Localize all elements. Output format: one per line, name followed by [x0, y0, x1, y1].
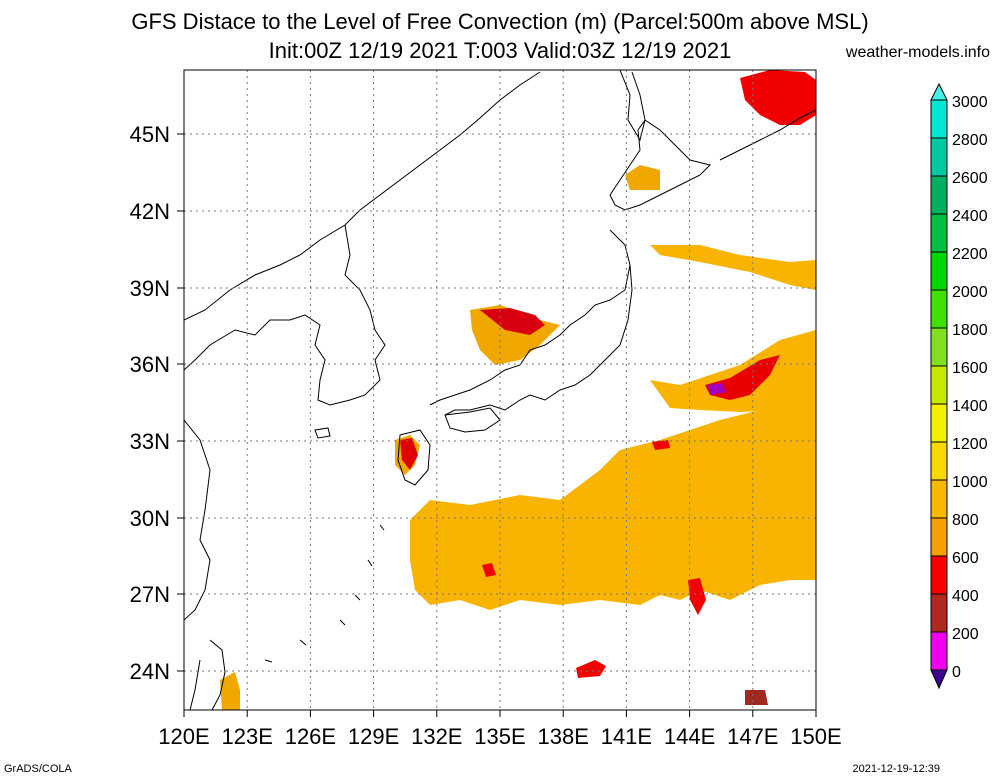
lon-label: 141E: [601, 724, 652, 749]
colorbar-seg: [931, 404, 947, 442]
shikoku-coast: [445, 408, 500, 432]
colorbar-seg: [931, 594, 947, 632]
colorbar-label: 3000: [952, 94, 988, 111]
colorbar-label: 2400: [952, 208, 988, 225]
taiwan-orange: [220, 672, 240, 710]
lon-label: 129E: [348, 724, 399, 749]
colorbar-seg: [931, 138, 947, 176]
lat-label: 45N: [130, 122, 170, 147]
lat-label: 27N: [130, 582, 170, 607]
lat-label: 30N: [130, 506, 170, 531]
colorbar-label: 1000: [952, 474, 988, 491]
sakhalin-coast: [620, 70, 645, 140]
shaded-field: [220, 70, 816, 710]
lon-labels: 120E 123E 126E 129E 132E 135E 138E 141E …: [158, 724, 841, 749]
map-figure: 45N 42N 39N 36N 33N 30N 27N 24N 120E 123…: [0, 0, 1000, 779]
lon-label: 126E: [285, 724, 336, 749]
lon-label: 147E: [727, 724, 778, 749]
colorbar-label: 2600: [952, 170, 988, 187]
colorbar-label: 0: [952, 664, 961, 681]
colorbar-label: 600: [952, 550, 979, 567]
colorbar-seg: [931, 556, 947, 594]
colorbar-label: 1200: [952, 436, 988, 453]
colorbar-label: 2200: [952, 246, 988, 263]
lon-label: 150E: [790, 724, 841, 749]
colorbar-seg: [931, 480, 947, 518]
colorbar-label: 1800: [952, 322, 988, 339]
lat-label: 39N: [130, 276, 170, 301]
colorbar-seg: [931, 442, 947, 480]
colorbar-seg: [931, 328, 947, 366]
jeju-coast: [315, 428, 330, 438]
lon-label: 144E: [664, 724, 715, 749]
lon-label: 120E: [158, 724, 209, 749]
north-pacific-red: [740, 70, 816, 125]
lat-label: 33N: [130, 429, 170, 454]
colorbar-label: 1400: [952, 398, 988, 415]
lat-label: 36N: [130, 352, 170, 377]
south-red-spot: [576, 660, 606, 678]
ocean-east-strip: [650, 330, 816, 412]
colorbar-seg: [931, 518, 947, 556]
lon-label: 135E: [474, 724, 525, 749]
colorbar-seg: [931, 290, 947, 328]
lon-label: 132E: [411, 724, 462, 749]
colorbar-seg: [931, 252, 947, 290]
colorbar-label: 400: [952, 588, 979, 605]
colorbar-seg: [931, 366, 947, 404]
colorbar-bottom-arrow: [931, 670, 947, 688]
taiwan-coast: [190, 640, 225, 710]
ocean-south-main: [410, 395, 816, 610]
brown-spot: [745, 690, 768, 705]
lat-label: 24N: [130, 659, 170, 684]
colorbar-seg: [931, 176, 947, 214]
colorbar-seg: [931, 214, 947, 252]
ryukyu-islands: [265, 525, 384, 662]
colorbar: [931, 84, 947, 688]
footer-left: GrADS/COLA: [4, 763, 72, 775]
lon-label: 123E: [222, 724, 273, 749]
hokkaido-orange: [625, 165, 660, 190]
colorbar-label: 1600: [952, 360, 988, 377]
colorbar-label: 800: [952, 512, 979, 529]
lat-label: 42N: [130, 199, 170, 224]
lon-label: 138E: [538, 724, 589, 749]
ocean-northeast-strip: [650, 245, 816, 290]
colorbar-labels: 3000 2800 2600 2400 2200 2000 1800 1600 …: [952, 94, 988, 681]
colorbar-top-arrow: [931, 84, 947, 100]
colorbar-label: 2800: [952, 132, 988, 149]
colorbar-label: 2000: [952, 284, 988, 301]
colorbar-label: 200: [952, 626, 979, 643]
footer-right: 2021-12-19-12:39: [853, 763, 940, 775]
colorbar-seg: [931, 632, 947, 670]
lat-labels: 45N 42N 39N 36N 33N 30N 27N 24N: [130, 122, 170, 684]
colorbar-seg: [931, 100, 947, 138]
